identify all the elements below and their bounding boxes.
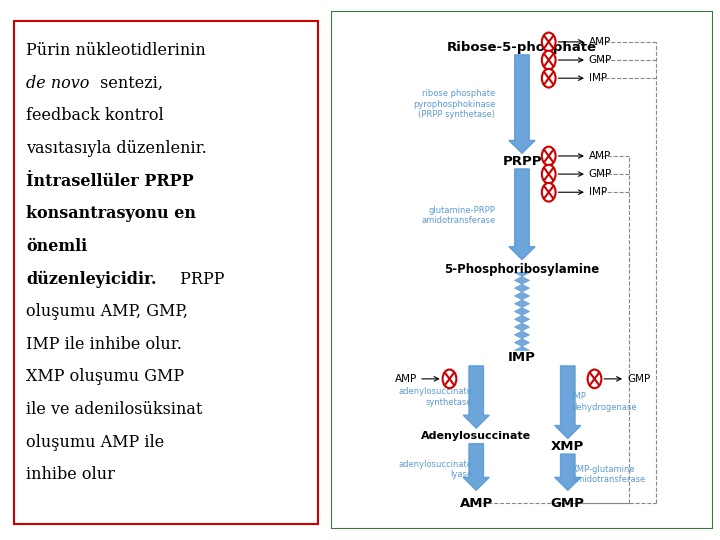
Text: AMP: AMP — [459, 497, 492, 510]
Circle shape — [542, 147, 556, 165]
Text: düzenleyicidir.: düzenleyicidir. — [26, 271, 157, 288]
Text: inhibe olur: inhibe olur — [26, 467, 115, 483]
Text: IMP
dehydrogenase: IMP dehydrogenase — [572, 393, 637, 412]
FancyArrow shape — [509, 55, 535, 153]
Text: GMP: GMP — [589, 169, 612, 179]
Text: konsantrasyonu en: konsantrasyonu en — [26, 205, 197, 222]
FancyArrow shape — [509, 169, 535, 260]
FancyBboxPatch shape — [331, 11, 713, 529]
Text: ribose phosphate
pyrophosphokinase
(PRPP synthetase): ribose phosphate pyrophosphokinase (PRPP… — [413, 89, 495, 119]
Text: GMP: GMP — [551, 497, 585, 510]
Text: de novo: de novo — [26, 75, 89, 92]
Polygon shape — [514, 273, 530, 350]
Text: XMP-glutamine
amidotransferase: XMP-glutamine amidotransferase — [572, 465, 646, 484]
Text: adenylosuccinate
lyase: adenylosuccinate lyase — [398, 460, 472, 480]
Text: GMP: GMP — [627, 374, 650, 384]
Circle shape — [588, 369, 601, 388]
FancyBboxPatch shape — [14, 21, 318, 524]
FancyArrow shape — [463, 444, 490, 490]
Text: AMP: AMP — [589, 151, 611, 161]
Text: AMP: AMP — [395, 374, 417, 384]
Text: IMP ile inhibe olur.: IMP ile inhibe olur. — [26, 336, 182, 353]
Text: ile ve adenilosüksinat: ile ve adenilosüksinat — [26, 401, 202, 418]
Text: sentezi,: sentezi, — [96, 75, 163, 92]
Text: IMP: IMP — [589, 187, 607, 197]
FancyArrow shape — [463, 366, 490, 428]
Text: glutamine-PRPP
amidotransferase: glutamine-PRPP amidotransferase — [421, 206, 495, 225]
Circle shape — [542, 32, 556, 51]
Text: XMP: XMP — [552, 440, 585, 453]
Text: adenylosuccinate
synthetase: adenylosuccinate synthetase — [398, 387, 472, 407]
Text: Adenylosuccinate: Adenylosuccinate — [421, 431, 531, 441]
Text: Pürin nükleotidlerinin: Pürin nükleotidlerinin — [26, 42, 206, 59]
Text: Ribose-5-phosphate: Ribose-5-phosphate — [447, 40, 597, 53]
Text: PRPP: PRPP — [503, 154, 541, 167]
Text: XMP oluşumu GMP: XMP oluşumu GMP — [26, 368, 184, 386]
Circle shape — [542, 165, 556, 184]
FancyArrow shape — [554, 454, 581, 490]
FancyArrow shape — [554, 366, 581, 438]
Text: AMP: AMP — [589, 37, 611, 47]
Text: İntrasellüler PRPP: İntrasellüler PRPP — [26, 173, 194, 190]
Circle shape — [542, 69, 556, 87]
Text: oluşumu AMP ile: oluşumu AMP ile — [26, 434, 164, 451]
Circle shape — [443, 369, 456, 388]
Text: GMP: GMP — [589, 55, 612, 65]
Text: IMP: IMP — [508, 350, 536, 363]
Text: 5-Phosphoribosylamine: 5-Phosphoribosylamine — [444, 264, 600, 276]
Text: önemli: önemli — [26, 238, 87, 255]
Text: IMP: IMP — [589, 73, 607, 83]
Text: oluşumu AMP, GMP,: oluşumu AMP, GMP, — [26, 303, 188, 320]
Text: feedback kontrol: feedback kontrol — [26, 107, 164, 124]
Circle shape — [542, 183, 556, 201]
Circle shape — [542, 51, 556, 69]
Text: vasıtasıyla düzenlenir.: vasıtasıyla düzenlenir. — [26, 140, 207, 157]
Text: PRPP: PRPP — [174, 271, 224, 287]
